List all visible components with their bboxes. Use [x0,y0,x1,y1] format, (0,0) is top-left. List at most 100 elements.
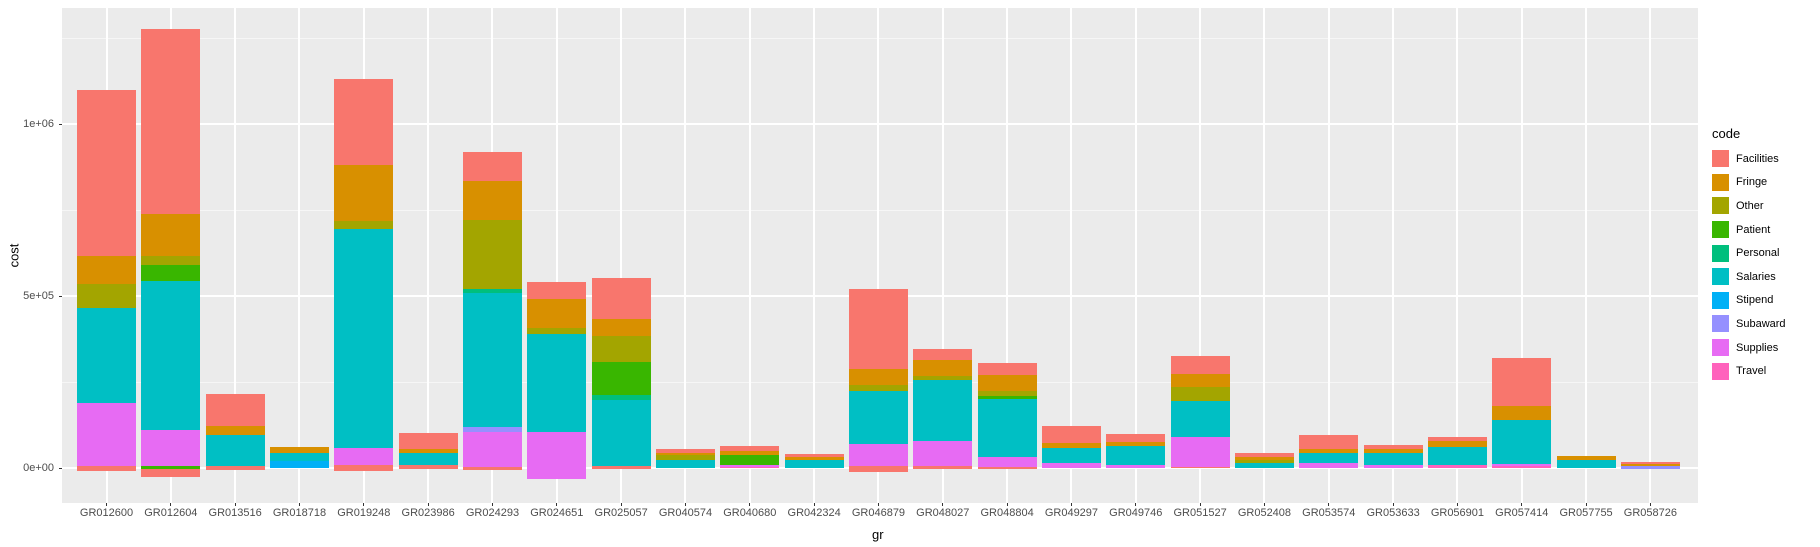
bar-segment-fringe [848,368,908,386]
bar-segment-salaries [334,229,394,449]
legend-title: code [1712,126,1741,141]
bar-segment-facilities [977,363,1037,376]
bar-segment-facilities [720,445,780,452]
bar-segment-patient [591,361,651,396]
bar-segment-salaries [848,390,908,444]
x-tick-label: GR046879 [851,507,906,519]
bar-segment-facilities [141,469,201,477]
x-tick-label: GR024293 [465,507,520,519]
bar-segment-facilities [1492,357,1552,407]
legend-swatch [1712,150,1729,168]
bar-segment-facilities [1106,434,1166,443]
x-tick-label: GR048804 [980,507,1034,519]
legend-swatch [1712,362,1729,380]
bar-segment-other [1234,460,1294,464]
y-tick-label: 0e+00 [23,462,54,474]
bar-segment-facilities [848,288,908,369]
bar-segment-facilities [205,465,265,471]
bar-segment-travel [1427,464,1487,468]
x-tick-label: GR042324 [787,507,841,519]
bar-segment-facilities [848,465,908,473]
bar-segment-supplies [77,402,136,466]
legend-row: Facilities [1712,147,1786,171]
gridline-vertical [1327,8,1330,503]
legend-swatch [1712,339,1729,357]
y-axis-tick [59,467,62,469]
bar-segment-subaward [1620,465,1680,470]
legend-swatch [1712,315,1729,333]
x-tick-label: GR040680 [723,507,777,519]
x-axis-tick [556,503,558,506]
bar-segment-salaries [527,333,587,433]
bar-segment-travel [1492,465,1552,468]
legend-swatch [1712,221,1729,239]
y-tick-label: 5e+05 [23,290,54,302]
bar-segment-other [527,327,587,334]
bar-segment-fringe [205,426,265,435]
x-tick-label: GR048027 [916,507,970,519]
gridline-vertical [877,8,880,503]
x-tick-label: GR058726 [1623,507,1678,519]
legend-row: Travel [1712,359,1786,383]
bar-segment-personal [462,288,522,293]
bar-segment-facilities [334,78,394,165]
gridline-vertical [1649,8,1652,503]
bar-segment-fringe [655,452,715,455]
bar-segment-facilities [1363,444,1423,450]
legend-label: Fringe [1736,176,1768,189]
bar-segment-facilities [77,89,136,257]
bar-segment-fringe [462,181,522,221]
bar-segment-fringe [1170,374,1230,388]
bar-segment-fringe [1299,449,1359,453]
bar-segment-fringe [334,164,394,221]
gridline-vertical [234,8,237,503]
legend-label: Personal [1736,247,1780,260]
y-axis-tick [59,123,62,125]
x-axis-tick [1456,503,1458,506]
legend-swatch [1712,291,1729,309]
gridline-vertical [298,8,301,503]
bar-segment-fringe [1106,442,1166,446]
gridline-vertical [941,8,944,503]
bar-segment-salaries [784,460,844,468]
gridline-vertical [1263,8,1266,503]
bar-segment-supplies [848,443,908,466]
x-axis-tick [1070,503,1072,506]
bar-segment-facilities [591,465,651,470]
bar-segment-supplies [527,432,587,480]
bar-segment-fringe [269,447,329,453]
legend-row: Other [1712,194,1786,218]
x-axis-tick [170,503,172,506]
x-axis-title: gr [872,527,884,542]
x-axis-tick [877,503,879,506]
bar-segment-patient [141,264,201,281]
bar-segment-salaries [1427,447,1487,465]
bar-segment-facilities [205,394,265,427]
gridline-vertical [684,8,687,503]
x-tick-label: GR053574 [1302,507,1356,519]
bar-segment-patient [141,465,201,470]
gridline-vertical [1520,8,1523,503]
bar-segment-supplies [720,465,780,467]
bar-segment-salaries [1363,452,1423,466]
x-axis-tick [1328,503,1330,506]
bar-segment-supplies [334,448,394,465]
bar-segment-facilities [334,464,394,471]
bar-segment-fringe [591,318,651,337]
gridline-minor [62,37,1698,39]
bar-segment-facilities [913,466,973,469]
gridline-vertical [1456,8,1459,503]
bar-segment-other [913,376,973,380]
x-tick-label: GR051527 [1173,507,1227,519]
bar-segment-fringe [1556,455,1616,461]
gridline-major [62,123,1698,125]
x-tick-label: GR025057 [594,507,648,519]
legend-rows: Facilities Fringe Other Patient Personal Sala… [1712,147,1786,383]
bar-segment-fringe [720,451,780,455]
bar-segment-facilities [141,28,201,214]
x-axis-tick [749,503,751,506]
bar-segment-salaries [1106,445,1166,465]
x-tick-label: GR012604 [144,507,198,519]
legend-swatch [1712,244,1729,262]
